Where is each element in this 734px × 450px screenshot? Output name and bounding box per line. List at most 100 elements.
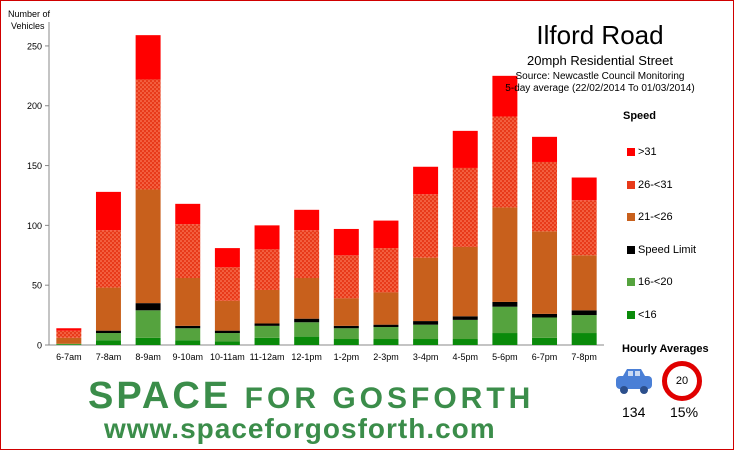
brand-logo-word1: SPACE (88, 375, 232, 417)
legend-swatch (627, 245, 635, 254)
bar-segment (571, 333, 597, 345)
bar-segment (56, 328, 82, 331)
bar-segment (333, 228, 359, 256)
bar-segment (532, 136, 558, 162)
bar-segment (571, 177, 597, 201)
brand-logo-word2: FOR GOSFORTH (244, 382, 535, 415)
bar-segment (413, 321, 439, 325)
legend-label: 21-<26 (638, 211, 673, 223)
bar-segment (452, 319, 478, 340)
bar-segment (294, 336, 320, 345)
bar-segment (413, 166, 439, 195)
bar-segment (492, 207, 518, 302)
bar-segment (571, 200, 597, 256)
bar-segment (452, 316, 478, 320)
bar-segment (333, 255, 359, 299)
bar-segment (175, 278, 201, 326)
bar-segment (254, 325, 280, 338)
x-tick-label: 7-8pm (571, 352, 597, 362)
bar-segment (532, 161, 558, 232)
bar-segment (56, 330, 82, 338)
bar-segment (135, 79, 161, 190)
bar-segment (492, 116, 518, 208)
bar-segment (175, 224, 201, 279)
chart-title: Ilford Road (536, 20, 664, 50)
legend-label: Speed Limit (638, 243, 697, 256)
bar-segment (254, 225, 280, 250)
bar-segment (135, 303, 161, 311)
legend-label: 16-<20 (638, 276, 673, 288)
legend-item: 26-<31 (627, 179, 734, 193)
bar-segment (95, 287, 121, 331)
x-tick-label: 11-12am (250, 352, 285, 362)
bar-segment (294, 230, 320, 279)
bar-segment (214, 267, 240, 301)
legend-title: Speed (623, 110, 657, 122)
x-tick-label: 3-4pm (413, 352, 439, 362)
bar-segment (532, 231, 558, 314)
legend-item: Speed Limit (627, 244, 734, 258)
bar-segment (214, 300, 240, 331)
y-tick-label: 100 (27, 221, 42, 231)
x-tick-label: 1-2pm (334, 352, 360, 362)
x-tick-label: 5-6pm (492, 352, 518, 362)
bar-segment (373, 324, 399, 328)
bar-segment (214, 330, 240, 334)
bar-segment (294, 322, 320, 337)
bar-segment (413, 324, 439, 340)
bar-segment (135, 189, 161, 304)
bar-segment (294, 209, 320, 231)
bar-segment (492, 301, 518, 307)
bar-segment (373, 327, 399, 340)
bar-segment (214, 341, 240, 345)
legend-label: >31 (638, 146, 657, 158)
y-axis-label-line2: Vehicles (11, 21, 45, 31)
hourly-average-vehicles: 134 (622, 404, 646, 420)
y-tick-label: 50 (32, 281, 42, 291)
x-tick-label: 9-10am (172, 352, 203, 362)
x-tick-label: 7-8am (96, 352, 122, 362)
bar-segment (254, 249, 280, 290)
bar-segment (56, 344, 82, 345)
bar-segment (175, 325, 201, 329)
x-tick-label: 4-5pm (452, 352, 478, 362)
bar-segment (95, 230, 121, 288)
bar-segment (333, 325, 359, 329)
legend-label: <16 (638, 308, 657, 321)
bar-segment (492, 75, 518, 117)
bar-segment (532, 313, 558, 318)
bar-segment (532, 337, 558, 345)
speed-limit-value: 20 (675, 375, 689, 387)
bar-segment (95, 340, 121, 345)
bar-segment (413, 194, 439, 258)
legend-swatch (627, 180, 635, 189)
legend-swatch (627, 278, 635, 286)
speed-limit-sign-icon: 20 (662, 361, 702, 401)
bar-segment (452, 167, 478, 247)
bar-segment (492, 333, 518, 345)
legend-swatch (627, 310, 635, 319)
bar-segment (135, 337, 161, 345)
bar-segment (254, 323, 280, 326)
bar-segment (254, 289, 280, 324)
bar-segment (571, 315, 597, 334)
bar-segment (254, 337, 280, 345)
bar-segment (214, 248, 240, 268)
bar-segment (333, 298, 359, 326)
bar-segment (95, 191, 121, 231)
bar-segment (135, 310, 161, 338)
bar-segment (95, 333, 121, 341)
brand-logo: SPACE FOR GOSFORTH (88, 375, 534, 418)
y-tick-label: 0 (37, 341, 42, 351)
x-tick-label: 2-3pm (373, 352, 399, 362)
y-axis-label-line1: Number of (8, 9, 51, 19)
bar-segment (175, 340, 201, 345)
bar-segment (135, 35, 161, 80)
x-tick-label: 6-7am (56, 352, 82, 362)
bar-segment (294, 278, 320, 319)
legend-item: <16 (627, 309, 734, 323)
bar-segment (571, 310, 597, 316)
brand-url: www.spaceforgosforth.com (104, 413, 496, 444)
bar-segment (373, 339, 399, 345)
y-tick-label: 200 (27, 101, 42, 111)
